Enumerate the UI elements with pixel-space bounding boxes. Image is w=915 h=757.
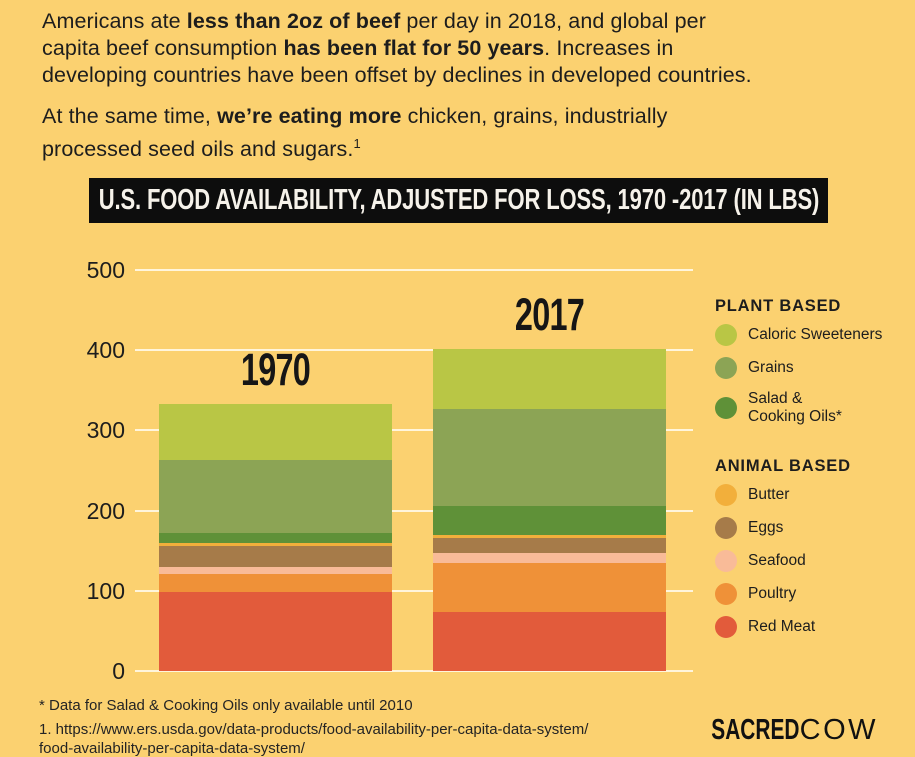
y-axis-tick-300: 300 <box>86 417 125 444</box>
intro-paragraph-1: Americans ate less than 2oz of beef per … <box>42 8 852 89</box>
segment-2017-poultry <box>433 562 666 612</box>
segment-2017-salad-cooking-oils <box>433 505 666 535</box>
intro-bold-flat: has been flat for 50 years <box>283 36 545 60</box>
y-axis-tick-200: 200 <box>86 497 125 524</box>
stacked-bar-1970: 1970 <box>159 344 392 671</box>
segment-2017-eggs <box>433 537 666 554</box>
sacred-cow-logo: SACRED COW <box>677 714 878 747</box>
legend-item-salad-cooking-oils: Salad & Cooking Oils* <box>715 390 915 426</box>
intro-bold-eating-more: we’re eating more <box>217 104 402 128</box>
gridline-500 <box>135 269 693 271</box>
legend-label: Eggs <box>748 519 784 536</box>
y-axis-tick-400: 400 <box>86 337 125 364</box>
legend-item-grains: Grains <box>715 357 915 379</box>
logo-cow-text: COW <box>799 714 878 746</box>
segment-1970-red-meat <box>159 592 392 671</box>
stacked-bar-2017: 2017 <box>433 289 666 671</box>
segment-1970-seafood <box>159 566 392 574</box>
intro-bold-beef: less than 2oz of beef <box>186 9 401 33</box>
legend-swatch-icon <box>715 616 737 638</box>
segment-2017-red-meat <box>433 611 666 671</box>
y-axis-tick-0: 0 <box>112 658 125 684</box>
intro-text-segment: . Increases in developing countries have… <box>42 36 752 87</box>
legend-swatch-icon <box>715 324 737 346</box>
gridline-100 <box>135 589 693 592</box>
segment-1970-butter <box>159 542 392 546</box>
legend-item-eggs: Eggs <box>715 517 915 539</box>
intro-text-segment: per day in 2018, and global per capita b… <box>42 9 706 60</box>
legend-swatch-icon <box>715 550 737 572</box>
legend-label: Poultry <box>748 585 797 602</box>
segment-1970-eggs <box>159 545 392 567</box>
legend-section-plant-based: PLANT BASED Caloric Sweeteners Grains Salad… <box>715 296 915 426</box>
segment-1970-salad-cooking-oils <box>159 533 392 543</box>
legend-item-butter: Butter <box>715 484 915 506</box>
legend-label: Grains <box>748 359 794 376</box>
intro-text-segment: Americans ate <box>42 9 187 33</box>
segment-1970-caloric-sweeteners <box>159 403 392 461</box>
legend-swatch-icon <box>715 357 737 379</box>
legend-swatch-icon <box>715 397 737 419</box>
footnote-source: 1. https://www.ers.usda.gov/data-product… <box>39 721 589 757</box>
gridline-400 <box>135 349 693 352</box>
footnote-superscript: 1 <box>353 136 361 151</box>
gridline-0 <box>135 670 693 672</box>
legend-section-animal-based: ANIMAL BASED Butter Eggs Seafood Poultry Red … <box>715 456 915 638</box>
legend-label: Red Meat <box>748 618 816 635</box>
legend-item-red-meat: Red Meat <box>715 616 915 638</box>
gridline-300 <box>135 429 693 432</box>
segment-2017-grains <box>433 408 666 506</box>
plot-area: 0 100 200 300 400 500 1970 2017 <box>87 257 693 684</box>
legend-item-poultry: Poultry <box>715 583 915 605</box>
footnotes: * Data for Salad & Cooking Oils only ava… <box>39 696 588 757</box>
segment-2017-seafood <box>433 553 666 563</box>
segment-2017-butter <box>433 534 666 538</box>
legend-item-seafood: Seafood <box>715 550 915 572</box>
legend-label: Seafood <box>748 552 806 569</box>
legend-swatch-icon <box>715 517 737 539</box>
bar-year-label-2017: 2017 <box>514 288 585 340</box>
footnote-oils: * Data for Salad & Cooking Oils only ava… <box>39 697 413 714</box>
legend-item-caloric-sweeteners: Caloric Sweeteners <box>715 324 915 346</box>
bar-year-label-1970: 1970 <box>240 343 311 395</box>
logo-sacred-text: SACRED <box>711 714 800 746</box>
segment-2017-caloric-sweeteners <box>433 348 666 409</box>
intro-text: Americans ate less than 2oz of beef per … <box>42 8 852 177</box>
segment-1970-poultry <box>159 573 392 593</box>
legend-label: Butter <box>748 486 790 503</box>
intro-text-segment: chicken, grains, industrially processed … <box>42 104 668 162</box>
intro-text-segment: At the same time, <box>42 104 218 128</box>
y-axis-tick-500: 500 <box>86 257 125 283</box>
legend: PLANT BASED Caloric Sweeteners Grains Salad… <box>715 296 915 649</box>
legend-swatch-icon <box>715 484 737 506</box>
legend-header-plant-based: PLANT BASED <box>715 297 842 315</box>
legend-label: Salad & Cooking Oils* <box>748 390 842 425</box>
gridline-200 <box>135 509 693 512</box>
segment-1970-grains <box>159 460 392 534</box>
chart-title: U.S. FOOD AVAILABILITY, ADJUSTED FOR LOS… <box>98 184 819 216</box>
legend-header-animal-based: ANIMAL BASED <box>715 457 851 475</box>
y-axis-tick-100: 100 <box>86 577 125 604</box>
legend-label: Caloric Sweeteners <box>748 326 883 343</box>
chart-title-banner: U.S. FOOD AVAILABILITY, ADJUSTED FOR LOS… <box>89 178 828 223</box>
intro-paragraph-2: At the same time, we’re eating more chic… <box>42 103 852 163</box>
legend-swatch-icon <box>715 583 737 605</box>
